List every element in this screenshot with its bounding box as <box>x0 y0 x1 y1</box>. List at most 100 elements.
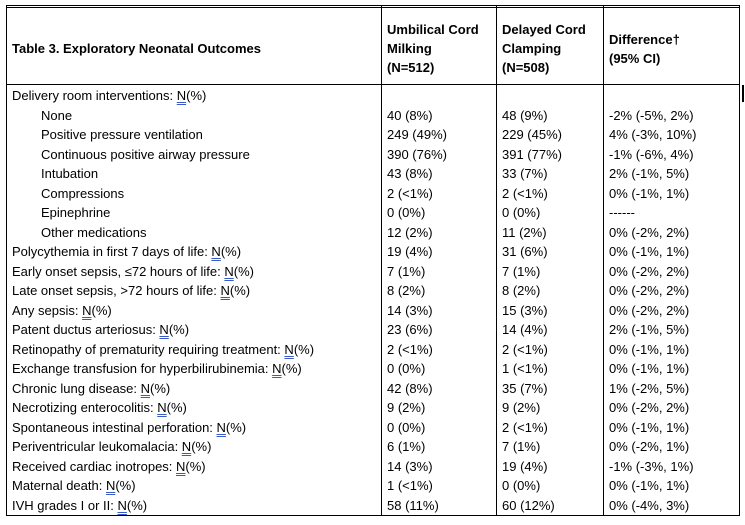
row-label-suffix: (%) <box>281 361 302 376</box>
row-label-text: Received cardiac inotropes: <box>12 458 177 474</box>
row-value-ucm: 23 (6%) <box>387 322 433 337</box>
row-value-difference: 0% (-1%, 1%) <box>609 341 690 357</box>
row-label-suffix: (%) <box>220 244 242 259</box>
row-label-n: N <box>216 419 226 435</box>
row-value-dcc: 0 (0%) <box>502 205 541 220</box>
row-value-difference: 0% (-2%, 1%) <box>609 439 690 454</box>
row-label-n: N <box>272 361 282 376</box>
row-value-ucm: 9 (2%) <box>387 400 426 415</box>
table-left-border <box>6 5 7 516</box>
row-value-dcc: 2 (<1%) <box>502 419 548 435</box>
header-separator <box>6 84 740 85</box>
row-value-dcc: 8 (2%) <box>502 283 541 298</box>
row-label-suffix: (%) <box>150 380 171 396</box>
row-label: Late onset sepsis, >72 hours of life: N(… <box>12 281 250 301</box>
row-value-ucm: 8 (2%) <box>387 283 426 298</box>
row-label-n: N <box>159 322 169 337</box>
row-value-dcc: 19 (4%) <box>502 458 548 474</box>
row-value-difference: 0% (-1%, 1%) <box>609 419 690 435</box>
row-value-difference: 2% (-1%, 5%) <box>609 322 690 337</box>
table-title: Table 3. Exploratory Neonatal Outcomes <box>12 41 261 56</box>
header-ucm-line-1: Umbilical Cord <box>387 22 479 37</box>
row-label-text: Delivery room interventions: <box>12 88 177 103</box>
row-value-difference: 0% (-1%, 1%) <box>609 478 690 493</box>
row-label-n: N <box>82 302 92 318</box>
row-label: None <box>41 106 72 126</box>
row-value-difference: 0% (-2%, 2%) <box>609 283 690 298</box>
row-value-difference: -1% (-3%, 1%) <box>609 458 694 474</box>
row-label-suffix: (%) <box>191 439 212 454</box>
row-value-dcc: 33 (7%) <box>502 166 548 181</box>
row-label-text: Spontaneous intestinal perforation: <box>12 419 217 435</box>
row-label-n: N <box>176 458 186 474</box>
row-label-suffix: (%) <box>229 283 251 298</box>
row-label-text: Any sepsis: <box>12 302 83 318</box>
row-label: Chronic lung disease: N(%) <box>12 379 170 399</box>
row-value-difference: 1% (-2%, 5%) <box>609 380 690 396</box>
row-label-text: Periventricular leukomalacia: <box>12 439 182 454</box>
row-value-difference: 0% (-2%, 2%) <box>609 224 690 240</box>
row-label: Any sepsis: N(%) <box>12 301 112 321</box>
header-difference: Difference† (95% CI) <box>609 30 680 68</box>
row-label: Periventricular leukomalacia: N(%) <box>12 437 211 457</box>
row-value-dcc: 2 (<1%) <box>502 185 548 201</box>
row-value-difference: 4% (-3%, 10%) <box>609 127 697 142</box>
row-value-ucm: 19 (4%) <box>387 244 433 259</box>
row-label-text: Intubation <box>41 166 99 181</box>
row-value-ucm: 2 (<1%) <box>387 185 433 201</box>
row-value-ucm: 2 (<1%) <box>387 341 433 357</box>
header-ucm-line-3: (N=512) <box>387 60 435 75</box>
row-value-ucm: 43 (8%) <box>387 166 433 181</box>
row-label-text: IVH grades I or II: <box>12 497 118 513</box>
row-value-ucm: 0 (0%) <box>387 419 426 435</box>
row-label-suffix: (%) <box>186 88 207 103</box>
row-label: IVH grades I or II: N(%) <box>12 496 147 516</box>
row-value-difference: 0% (-1%, 1%) <box>609 361 690 376</box>
row-value-difference: 0% (-2%, 2%) <box>609 263 690 279</box>
row-label-text: Exchange transfusion for hyperbilirubine… <box>12 361 273 376</box>
column-divider-2 <box>496 5 497 516</box>
row-label: Delivery room interventions: N(%) <box>12 86 206 106</box>
row-label-text: Late onset sepsis, >72 hours of life: <box>12 283 221 298</box>
header-ucm-line-2: Milking <box>387 41 432 56</box>
row-value-dcc: 229 (45%) <box>502 127 562 142</box>
column-divider-3 <box>603 5 604 516</box>
row-label-n: N <box>181 439 192 454</box>
row-value-ucm: 1 (<1%) <box>387 478 433 493</box>
header-difference-line-2: (95% CI) <box>609 51 661 66</box>
row-value-dcc: 15 (3%) <box>502 302 548 318</box>
row-label: Other medications <box>41 223 147 243</box>
row-value-dcc: 9 (2%) <box>502 400 541 415</box>
row-value-difference: 0% (-1%, 1%) <box>609 244 690 259</box>
row-value-ucm: 40 (8%) <box>387 107 433 123</box>
row-label-n: N <box>157 400 167 415</box>
row-value-ucm: 42 (8%) <box>387 380 433 396</box>
row-label: Compressions <box>41 184 124 204</box>
row-value-difference: 0% (-2%, 2%) <box>609 302 690 318</box>
table-right-border <box>739 5 740 516</box>
row-label-n: N <box>176 88 187 103</box>
row-label: Retinopathy of prematurity requiring tre… <box>12 340 314 360</box>
row-value-difference: -2% (-5%, 2%) <box>609 107 694 123</box>
header-dcc: Delayed Cord Clamping (N=508) <box>502 20 586 77</box>
row-label-suffix: (%) <box>185 458 206 474</box>
row-label: Epinephrine <box>41 203 110 223</box>
row-label-text: Other medications <box>41 224 147 240</box>
row-label: Exchange transfusion for hyperbilirubine… <box>12 359 302 379</box>
row-label-text: Early onset sepsis, ≤72 hours of life: <box>12 263 225 279</box>
row-value-dcc: 0 (0%) <box>502 478 541 493</box>
row-value-difference: -1% (-6%, 4%) <box>609 146 694 162</box>
row-label: Intubation <box>41 164 98 184</box>
row-label-n: N <box>117 497 127 513</box>
row-label-text: Patent ductus arteriosus: <box>12 322 160 337</box>
row-label: Received cardiac inotropes: N(%) <box>12 457 206 477</box>
row-label: Early onset sepsis, ≤72 hours of life: N… <box>12 262 254 282</box>
row-value-ucm: 14 (3%) <box>387 302 433 318</box>
row-label-suffix: (%) <box>166 400 187 415</box>
row-value-ucm: 58 (11%) <box>387 497 439 513</box>
row-value-ucm: 0 (0%) <box>387 361 426 376</box>
row-label: Positive pressure ventilation <box>41 125 203 145</box>
row-label-suffix: (%) <box>91 302 112 318</box>
row-label: Necrotizing enterocolitis: N(%) <box>12 398 187 418</box>
